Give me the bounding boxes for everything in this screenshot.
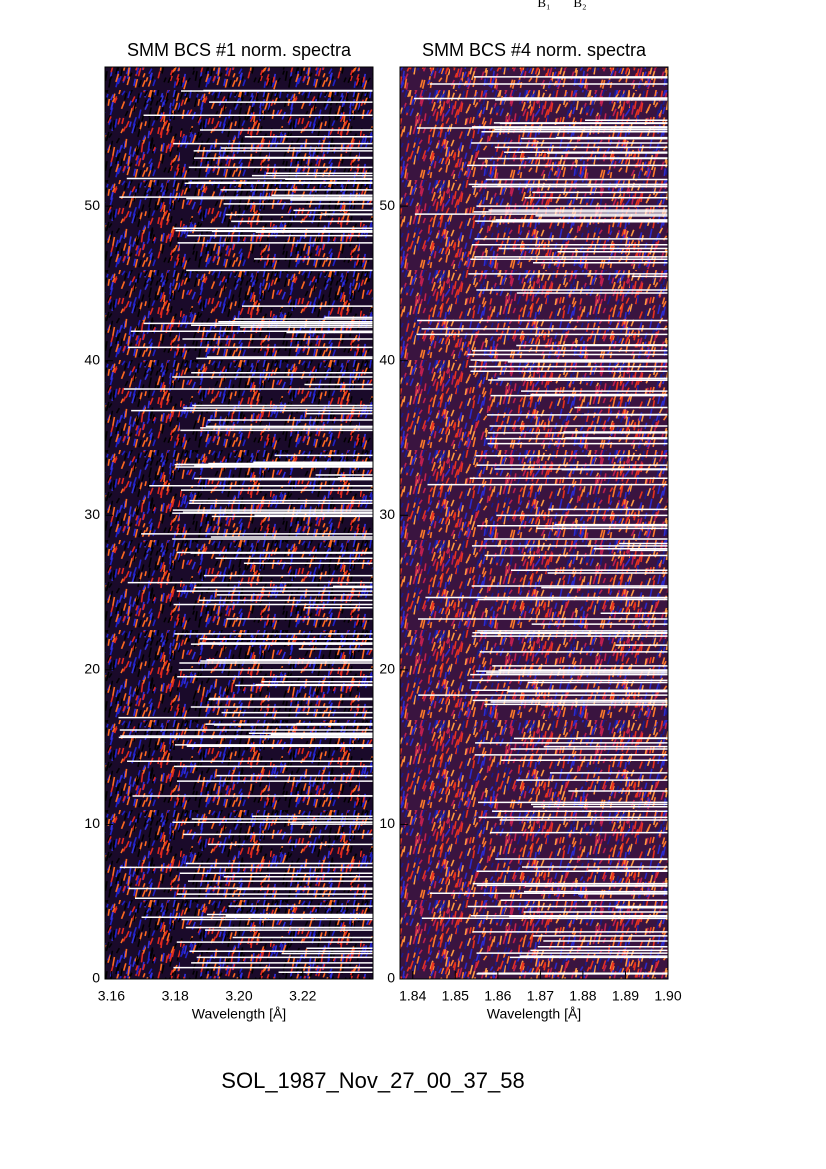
x-tick-label: 3.18 [162, 988, 189, 1004]
chart-title: SMM BCS #4 norm. spectra [422, 40, 647, 60]
y-tick-label: 30 [84, 506, 100, 522]
header-label: B₁ [537, 0, 550, 10]
x-tick-label: 1.90 [654, 988, 681, 1004]
y-tick-label: 0 [92, 970, 100, 986]
y-tick-label: 50 [84, 197, 100, 213]
x-tick-label: 1.87 [527, 988, 554, 1004]
x-tick-label: 1.85 [442, 988, 469, 1004]
x-tick-label: 3.16 [98, 988, 125, 1004]
header-label: B₂ [573, 0, 586, 10]
x-tick-label: 1.84 [399, 988, 426, 1004]
y-tick-label: 10 [84, 815, 100, 831]
y-tick-label: 0 [387, 970, 395, 986]
plot-frame [399, 66, 669, 980]
x-axis-label: Wavelength [Å] [192, 1006, 286, 1022]
y-tick-label: 10 [379, 815, 395, 831]
heatmap-image [400, 67, 668, 979]
y-tick-label: 30 [379, 506, 395, 522]
y-tick-label: 50 [379, 197, 395, 213]
x-tick-label: 1.89 [612, 988, 639, 1004]
x-tick-label: 3.20 [225, 988, 252, 1004]
heatmap-image [105, 67, 373, 979]
y-tick-label: 40 [379, 351, 395, 367]
chart-title: SMM BCS #1 norm. spectra [127, 40, 352, 60]
x-tick-label: 1.86 [484, 988, 511, 1004]
y-tick-label: 20 [379, 661, 395, 677]
x-tick-label: 3.22 [289, 988, 316, 1004]
x-axis-label: Wavelength [Å] [487, 1006, 581, 1022]
x-tick-label: 1.88 [569, 988, 596, 1004]
footer-label: SOL_1987_Nov_27_00_37_58 [221, 1068, 524, 1093]
y-tick-label: 20 [84, 661, 100, 677]
y-tick-label: 40 [84, 351, 100, 367]
